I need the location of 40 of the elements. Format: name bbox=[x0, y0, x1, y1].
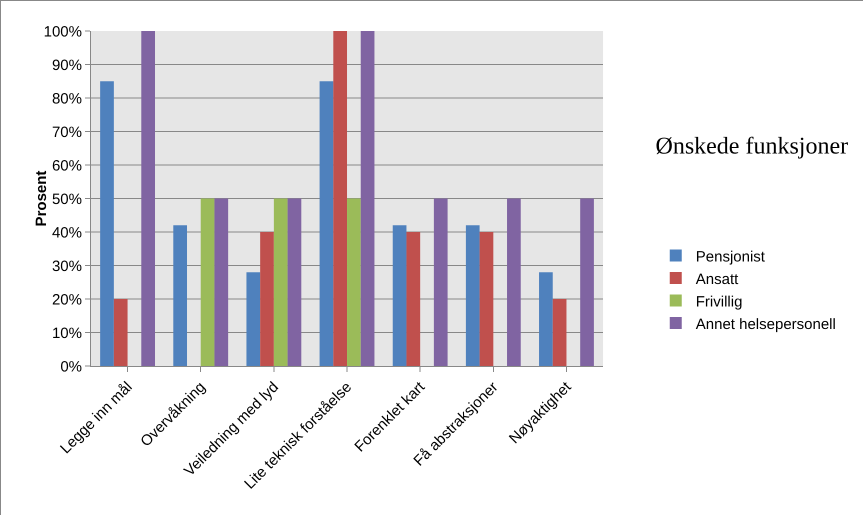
bar bbox=[200, 198, 214, 366]
legend-label: Ansatt bbox=[696, 270, 740, 288]
y-tick-label: 70% bbox=[52, 124, 82, 141]
bar bbox=[507, 198, 521, 366]
y-tick-label: 100% bbox=[44, 23, 82, 40]
legend-label: Annet helsepersonell bbox=[696, 316, 836, 333]
bar bbox=[214, 198, 228, 366]
bar bbox=[434, 198, 448, 366]
y-tick-label: 90% bbox=[52, 56, 82, 74]
bar bbox=[173, 225, 188, 366]
bar bbox=[288, 198, 302, 366]
bar bbox=[347, 198, 361, 366]
y-tick-label: 60% bbox=[52, 157, 82, 174]
y-tick-label: 20% bbox=[52, 291, 82, 308]
bar bbox=[580, 198, 594, 366]
bar bbox=[274, 198, 288, 366]
y-tick-label: 50% bbox=[52, 190, 82, 208]
bar bbox=[480, 232, 494, 366]
bar bbox=[360, 31, 374, 366]
bar bbox=[141, 31, 156, 366]
y-axis-title: Prosent bbox=[32, 170, 50, 226]
bar bbox=[552, 299, 566, 366]
bar bbox=[333, 31, 348, 366]
bar bbox=[466, 225, 480, 366]
bar bbox=[114, 299, 128, 366]
y-tick-label: 30% bbox=[52, 258, 82, 275]
bar bbox=[406, 232, 420, 366]
bar bbox=[260, 232, 274, 366]
y-tick-label: 80% bbox=[52, 90, 82, 108]
y-tick-label: 40% bbox=[52, 224, 82, 242]
y-tick-label: 10% bbox=[52, 324, 82, 342]
bar bbox=[320, 81, 334, 366]
bar bbox=[246, 272, 260, 366]
bar bbox=[539, 272, 553, 366]
text: Ønskede funksjoner bbox=[655, 134, 848, 160]
bar bbox=[392, 225, 406, 366]
legend-label: Pensjonist bbox=[696, 248, 766, 266]
bar bbox=[100, 81, 114, 366]
y-tick-label: 0% bbox=[60, 358, 82, 376]
legend-label: Frivillig bbox=[696, 293, 742, 310]
